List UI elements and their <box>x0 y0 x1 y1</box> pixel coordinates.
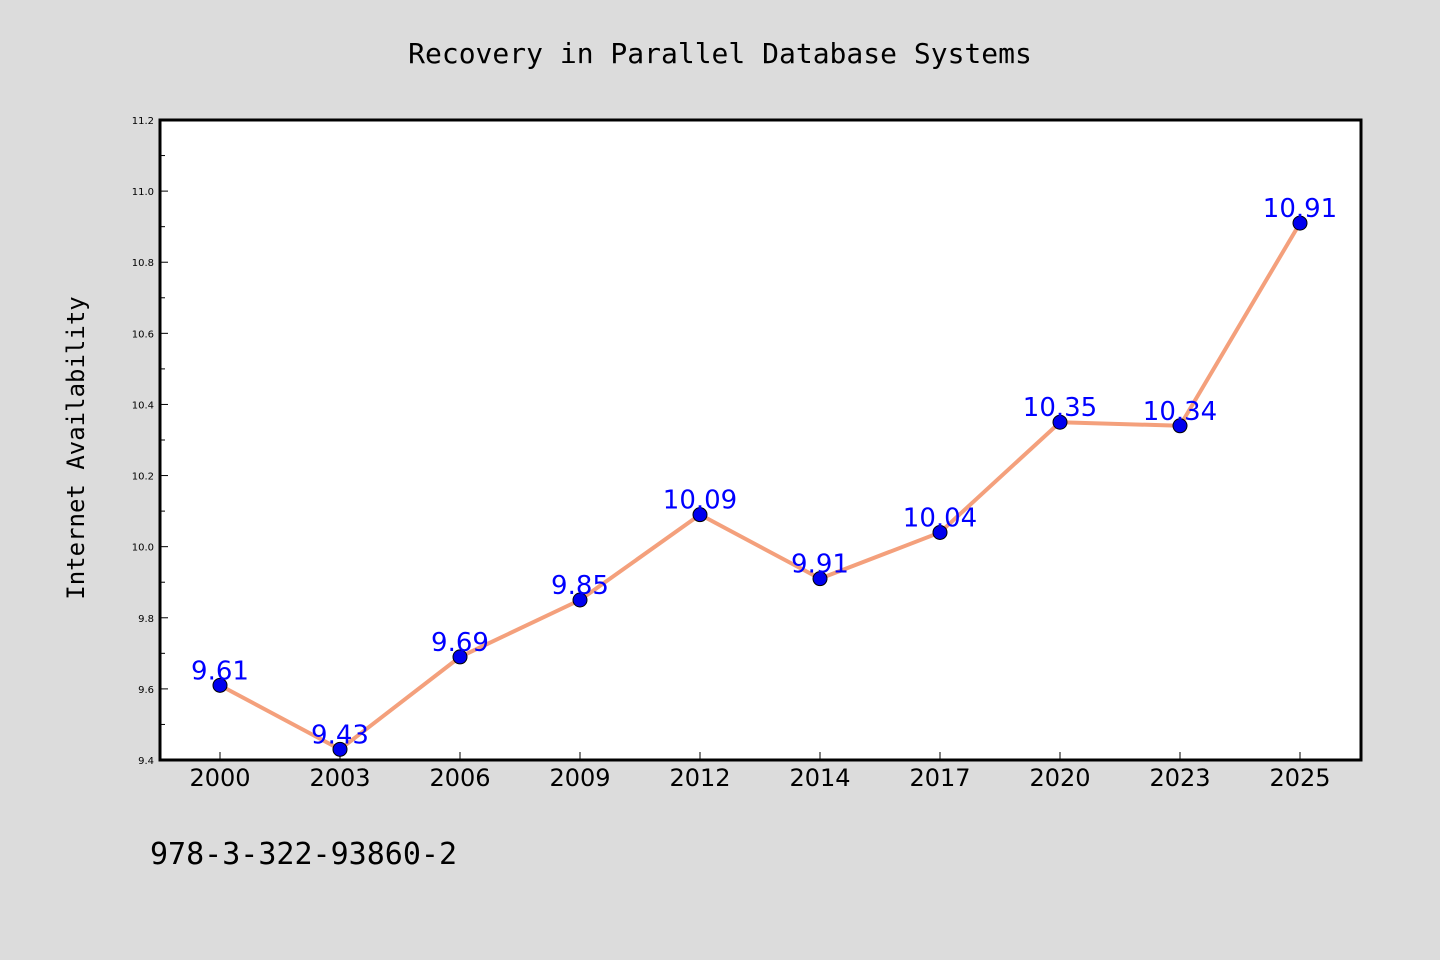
data-label: 10.34 <box>1143 397 1217 427</box>
data-label: 9.43 <box>311 720 369 750</box>
x-tick-label: 2014 <box>789 764 850 792</box>
data-point <box>212 677 228 693</box>
data-point <box>1172 418 1188 434</box>
footnote-isbn: 978-3-322-93860-2 <box>150 837 457 872</box>
data-point <box>1292 215 1308 231</box>
data-point <box>332 741 348 757</box>
data-point <box>572 592 588 608</box>
y-tick-label: 11.0 <box>132 187 154 198</box>
data-label: 10.04 <box>903 503 977 533</box>
x-tick-label: 2025 <box>1269 764 1330 792</box>
x-axis: 2000 2003 2006 2009 2012 2014 2017 2020 2023 2025 <box>189 752 1331 792</box>
y-tick-label: 10.8 <box>132 258 154 269</box>
data-label: 9.85 <box>551 571 609 601</box>
y-tick-label: 9.6 <box>138 685 154 696</box>
chart-title: Recovery in Parallel Database Systems <box>408 37 1032 70</box>
y-tick-label: 10.6 <box>132 329 154 340</box>
data-label: 10.91 <box>1263 194 1337 224</box>
data-label: 10.35 <box>1023 393 1097 423</box>
x-tick-label: 2017 <box>909 764 970 792</box>
x-tick-label: 2003 <box>309 764 370 792</box>
x-tick-label: 2023 <box>1149 764 1210 792</box>
data-label: 9.91 <box>791 550 849 580</box>
y-tick-label: 10.4 <box>132 400 154 411</box>
data-point <box>692 507 708 523</box>
data-point <box>812 571 828 587</box>
y-tick-label: 9.8 <box>138 614 154 625</box>
data-point <box>452 649 468 665</box>
data-label: 10.09 <box>663 486 737 516</box>
x-tick-label: 2000 <box>189 764 250 792</box>
y-tick-label: 10.0 <box>132 543 154 554</box>
y-tick-label: 11.2 <box>132 116 154 127</box>
x-tick-label: 2020 <box>1029 764 1090 792</box>
data-label: 9.69 <box>431 628 489 658</box>
series-line <box>219 222 1302 752</box>
y-tick-label: 9.4 <box>138 756 154 767</box>
y-tick-label: 10.2 <box>132 472 154 483</box>
y-axis: 9.4 9.6 9.8 10.0 10.2 10.4 10.6 10.8 11.0 11.2 <box>132 116 168 767</box>
data-point <box>1052 414 1068 430</box>
data-point <box>932 524 948 540</box>
x-tick-label: 2012 <box>669 764 730 792</box>
x-tick-label: 2006 <box>429 764 490 792</box>
x-tick-label: 2009 <box>549 764 610 792</box>
y-axis-label: Internet Availability <box>62 296 90 599</box>
plot-area <box>158 118 1363 762</box>
data-labels: 9.61 9.43 9.69 9.85 10.09 9.91 10.04 10.35 10.34… <box>191 194 1337 750</box>
data-label: 9.61 <box>191 656 249 686</box>
series-layer <box>212 215 1308 757</box>
